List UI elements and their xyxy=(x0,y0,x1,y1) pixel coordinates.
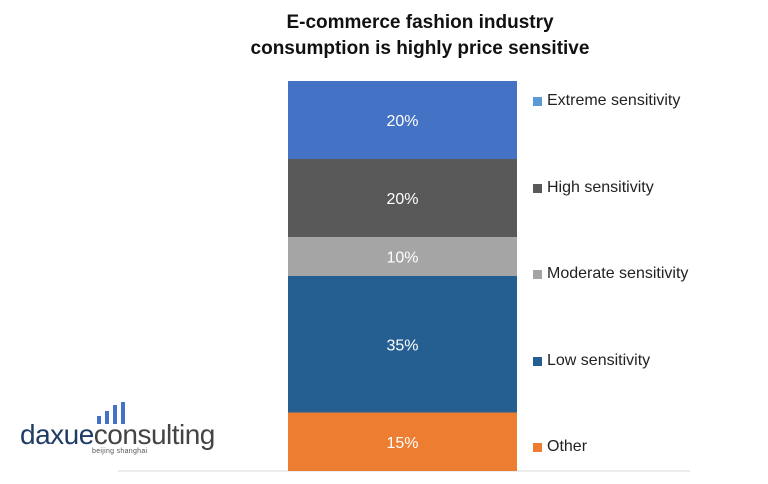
bar-segment-1 xyxy=(288,81,517,159)
logo-daxue: daxue xyxy=(20,419,94,450)
data-label-1: 20% xyxy=(386,113,418,130)
legend-item-moderate: Moderate sensitivity xyxy=(533,265,688,283)
legend-label-moderate: Moderate sensitivity xyxy=(547,265,689,282)
legend-swatch-other xyxy=(533,442,542,452)
legend-label-low: Low sensitivity xyxy=(547,352,651,369)
legend-item-high: High sensitivity xyxy=(533,179,654,197)
logo-bar-3 xyxy=(113,405,117,424)
legend-item-low: Low sensitivity xyxy=(533,352,650,370)
logo-bar-4 xyxy=(121,402,125,424)
chart-title: E-commerce fashion industry consumption … xyxy=(190,10,650,62)
daxue-consulting-logo: daxueconsulting beijing shanghai xyxy=(20,402,260,462)
legend-item-extreme: Extreme sensitivity xyxy=(533,92,680,110)
logo-wordmark: daxueconsulting xyxy=(20,420,215,450)
bar-segment-5 xyxy=(288,412,517,471)
logo-subtitle: beijing shanghai xyxy=(92,448,148,455)
bar-segment-2 xyxy=(288,159,517,237)
chart-title-line-2: consumption is highly price sensitive xyxy=(250,38,590,59)
data-label-5: 15% xyxy=(386,435,418,452)
legend-item-other: Other xyxy=(533,438,587,456)
data-label-2: 20% xyxy=(386,191,418,208)
logo-bars-icon xyxy=(97,402,125,424)
bar-segment-4 xyxy=(288,276,517,413)
legend-label-other: Other xyxy=(547,438,588,455)
legend-swatch-extreme xyxy=(533,96,542,106)
legend-swatch-high xyxy=(533,183,542,193)
logo-bar-2 xyxy=(105,411,109,424)
data-label-3: 10% xyxy=(386,250,418,267)
logo-bar-1 xyxy=(97,416,101,424)
bar-segment-3 xyxy=(288,237,517,276)
legend-swatch-moderate xyxy=(533,269,542,279)
legend-swatch-low xyxy=(533,356,542,366)
legend-label-high: High sensitivity xyxy=(547,179,654,196)
legend-label-extreme: Extreme sensitivity xyxy=(547,92,681,109)
chart-title-line-1: E-commerce fashion industry xyxy=(286,12,554,33)
data-label-4: 35% xyxy=(386,337,418,354)
logo-consulting: consulting xyxy=(93,419,216,450)
